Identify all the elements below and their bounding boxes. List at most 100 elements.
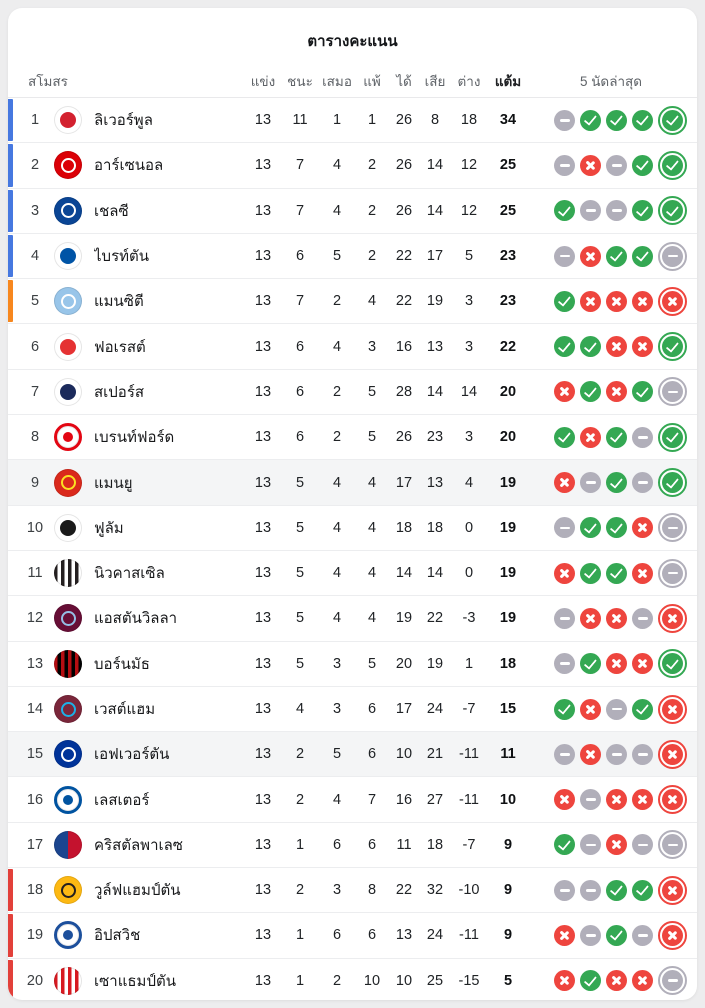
draw-icon [606, 743, 627, 765]
loss-icon [554, 562, 575, 584]
zone-bar [8, 189, 13, 232]
stat-loss: 2 [367, 248, 377, 265]
club-name[interactable]: อาร์เซนอล [94, 157, 164, 175]
club-name[interactable]: บอร์นมัธ [94, 655, 150, 673]
position: 3 [30, 202, 40, 219]
club-name[interactable]: อิปสวิช [94, 927, 141, 945]
club-name[interactable]: ไบรท์ตัน [94, 248, 150, 266]
stat-goal-diff: 14 [460, 383, 478, 400]
stat-played: 13 [254, 157, 272, 174]
stat-goal-diff: -7 [462, 836, 476, 853]
position: 1 [30, 112, 40, 129]
table-row[interactable]: 14 เวสต์แฮม 13 4 3 6 17 24 -7 15 [8, 687, 697, 733]
club-name[interactable]: เบรนท์ฟอร์ด [94, 429, 175, 447]
stat-played: 13 [254, 248, 272, 265]
table-header: สโมสร แข่ง ชนะ เสมอ แพ้ ได้ เสีย ต่าง แต… [8, 65, 697, 98]
table-row[interactable]: 12 แอสตันวิลลา 13 5 4 4 19 22 -3 19 [8, 596, 697, 642]
win-icon [606, 109, 627, 131]
draw-icon [580, 834, 601, 856]
club-crest-icon [54, 468, 82, 497]
table-row[interactable]: 16 เลสเตอร์ 13 2 4 7 16 27 -11 10 [8, 777, 697, 823]
stat-win: 5 [295, 610, 305, 627]
stat-draw: 6 [332, 927, 342, 944]
draw-icon [606, 698, 627, 720]
loss-icon [554, 381, 575, 403]
zone-bar [8, 507, 13, 549]
table-row[interactable]: 9 แมนยู 13 5 4 4 17 13 4 19 [8, 460, 697, 506]
stat-loss: 2 [367, 157, 377, 174]
table-row[interactable]: 10 ฟูลัม 13 5 4 4 18 18 0 19 [8, 506, 697, 551]
table-row[interactable]: 2 อาร์เซนอล 13 7 4 2 26 14 12 25 [8, 143, 697, 189]
table-row[interactable]: 1 ลิเวอร์พูล 13 11 1 1 26 8 18 34 [8, 98, 697, 144]
table-row[interactable]: 3 เชลซี 13 7 4 2 26 14 12 25 [8, 189, 697, 234]
club-name[interactable]: ฟูลัม [94, 519, 124, 537]
club-name[interactable]: ฟอเรสต์ [94, 338, 146, 356]
stat-points: 9 [503, 927, 513, 944]
zone-bar [8, 688, 13, 730]
stat-points: 5 [503, 972, 513, 989]
stat-played: 13 [254, 383, 272, 400]
club-name[interactable]: วูล์ฟแฮมป์ตัน [94, 882, 181, 900]
stat-goals-for: 11 [396, 836, 412, 853]
stat-goal-diff: -11 [459, 927, 479, 944]
stat-played: 13 [254, 610, 272, 627]
club-name[interactable]: เอฟเวอร์ตัน [94, 746, 170, 764]
header-goals-against: เสีย [424, 74, 446, 89]
stat-goals-for: 26 [395, 157, 413, 174]
form-icons [535, 875, 687, 905]
club-name[interactable]: เชลซี [94, 202, 129, 220]
zone-bar [8, 959, 13, 1000]
draw-icon [632, 743, 653, 765]
stat-win: 5 [295, 655, 305, 672]
header-goal-diff: ต่าง [457, 74, 481, 89]
club-name[interactable]: คริสตัลพาเลซ [94, 836, 183, 854]
table-row[interactable]: 17 คริสตัลพาเลซ 13 1 6 6 11 18 -7 9 [8, 823, 697, 869]
loss-icon [606, 789, 627, 811]
club-name[interactable]: นิวคาสเซิล [94, 565, 165, 583]
stat-win: 2 [295, 791, 305, 808]
stat-win: 5 [295, 519, 305, 536]
position: 11 [27, 565, 43, 582]
table-row[interactable]: 7 สเปอร์ส 13 6 2 5 28 14 14 20 [8, 370, 697, 416]
stat-loss: 4 [367, 474, 377, 491]
form-icons [535, 694, 687, 724]
club-name[interactable]: แมนซิตี [94, 293, 144, 311]
position: 17 [26, 836, 44, 853]
stat-draw: 2 [332, 972, 342, 989]
club-name[interactable]: เลสเตอร์ [94, 791, 150, 809]
draw-icon [632, 426, 653, 448]
stat-draw: 2 [332, 293, 342, 310]
stat-loss: 6 [367, 701, 377, 717]
stat-goals-against: 14 [426, 202, 444, 219]
table-row[interactable]: 19 อิปสวิช 13 1 6 6 13 24 -11 9 [8, 913, 697, 959]
club-name[interactable]: เซาแธมป์ตัน [94, 972, 176, 990]
club-name[interactable]: เวสต์แฮม [94, 701, 156, 718]
club-name[interactable]: สเปอร์ส [94, 383, 145, 401]
draw-icon [554, 653, 575, 675]
position: 20 [26, 972, 44, 989]
table-row[interactable]: 8 เบรนท์ฟอร์ด 13 6 2 5 26 23 3 20 [8, 415, 697, 461]
table-row[interactable]: 18 วูล์ฟแฮมป์ตัน 13 2 3 8 22 32 -10 9 [8, 868, 697, 914]
table-row[interactable]: 5 แมนซิตี 13 7 2 4 22 19 3 23 [8, 279, 697, 325]
stat-points: 34 [499, 112, 517, 129]
win-icon [554, 290, 575, 312]
club-crest-icon [54, 695, 82, 723]
stat-goal-diff: -10 [458, 882, 480, 899]
loss-icon [580, 426, 601, 448]
table-row[interactable]: 20 เซาแธมป์ตัน 13 1 2 10 10 25 -15 5 [8, 959, 697, 1000]
table-row[interactable]: 15 เอฟเวอร์ตัน 13 2 5 6 10 21 -11 11 [8, 732, 697, 778]
stat-loss: 1 [367, 112, 377, 129]
stat-goal-diff: -15 [458, 972, 480, 989]
stat-draw: 3 [332, 701, 342, 717]
table-row[interactable]: 4 ไบรท์ตัน 13 6 5 2 22 17 5 23 [8, 234, 697, 280]
table-row[interactable]: 6 ฟอเรสต์ 13 6 4 3 16 13 3 22 [8, 324, 697, 370]
win-icon [658, 468, 687, 498]
club-name[interactable]: แอสตันวิลลา [94, 610, 178, 628]
club-name[interactable]: แมนยู [94, 474, 133, 492]
loss-icon [580, 743, 601, 765]
table-row[interactable]: 13 บอร์นมัธ 13 5 3 5 20 19 1 18 [8, 642, 697, 687]
stat-goals-for: 26 [395, 202, 413, 219]
club-name[interactable]: ลิเวอร์พูล [94, 112, 153, 130]
stat-loss: 6 [367, 836, 377, 853]
table-row[interactable]: 11 นิวคาสเซิล 13 5 4 4 14 14 0 19 [8, 551, 697, 597]
